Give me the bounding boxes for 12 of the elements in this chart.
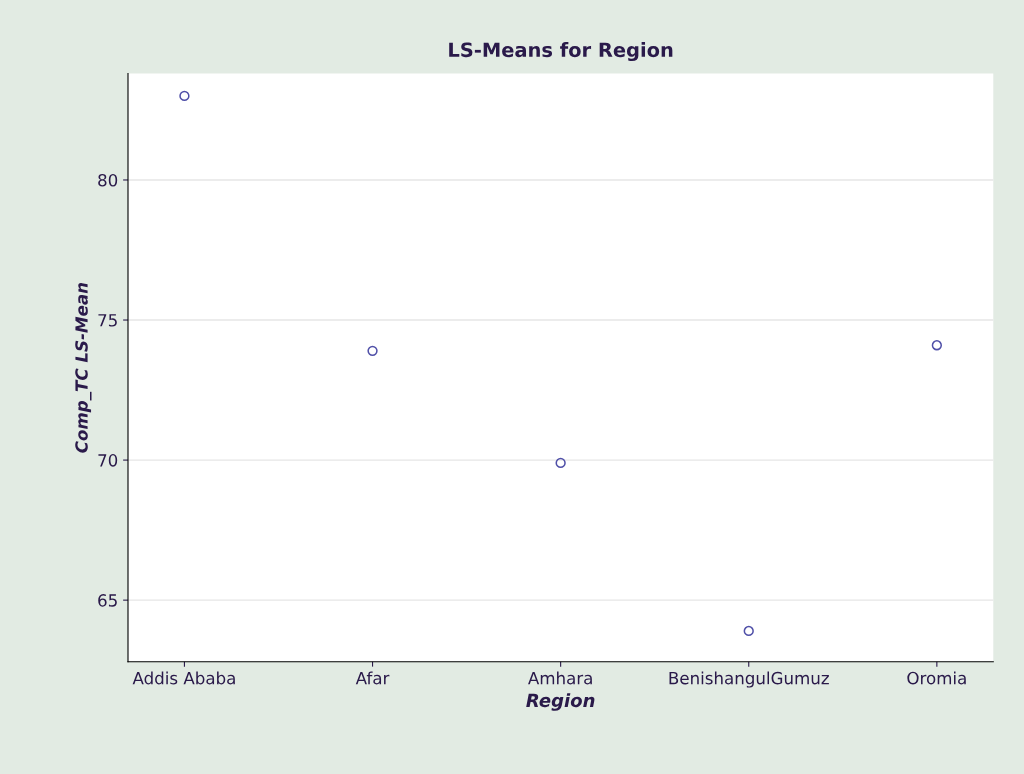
y-tick-label: 80 <box>98 173 118 187</box>
y-axis-title: Comp_TC LS-Mean <box>75 282 92 453</box>
chart-title: LS-Means for Region <box>449 42 673 62</box>
x-tick-label: Addis Ababa <box>132 671 235 685</box>
y-tick-label: 75 <box>98 314 117 327</box>
y-tick-label: 70 <box>98 454 118 467</box>
x-tick-label: BenishangulGumuz <box>669 671 829 688</box>
x-tick-label: Amhara <box>528 671 592 685</box>
x-tick-label: Afar <box>355 671 390 685</box>
y-tick-label: 65 <box>98 594 117 607</box>
x-tick-label: Oromia <box>907 671 966 685</box>
x-axis-title: Region <box>526 693 595 711</box>
